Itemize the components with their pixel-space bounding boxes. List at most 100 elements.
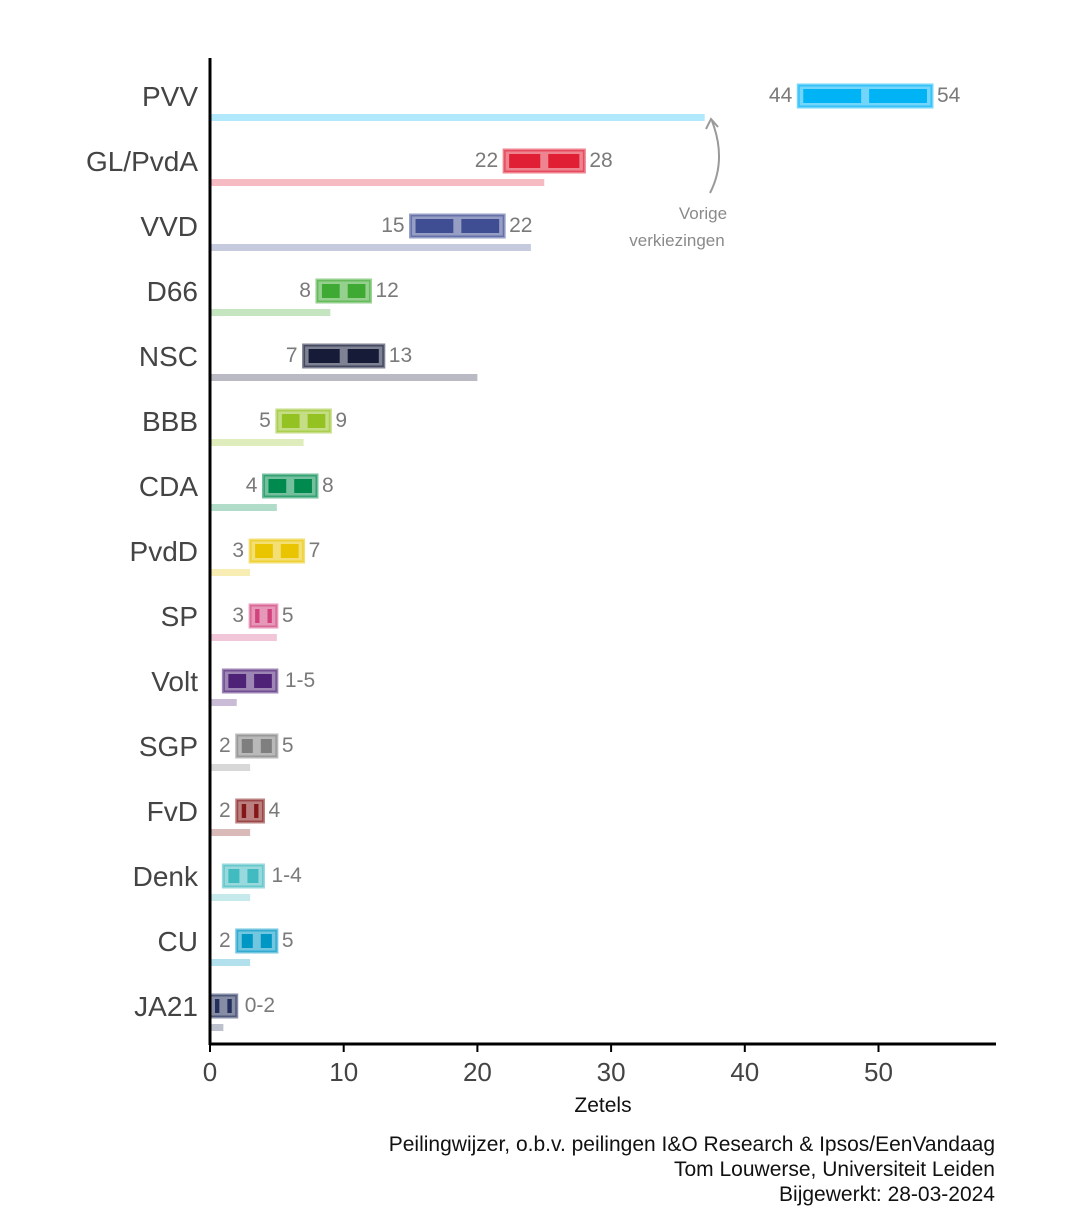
previous-election-bar xyxy=(210,504,277,511)
low-label: 15 xyxy=(381,214,404,237)
high-label: 7 xyxy=(309,539,321,562)
poll-range-bar xyxy=(208,993,239,1019)
poll-range-core-right xyxy=(461,219,500,233)
low-label: 4 xyxy=(246,474,258,497)
party-row-volt: Volt 1-5 xyxy=(151,666,315,706)
high-label: 22 xyxy=(509,214,532,237)
party-row-cda: CDA 4 8 xyxy=(139,471,334,511)
poll-range-bar xyxy=(248,603,279,629)
party-label: FvD xyxy=(147,796,198,827)
low-label: 7 xyxy=(286,344,298,367)
poll-range-core-left xyxy=(255,544,273,558)
party-row-d66: D66 8 12 xyxy=(147,276,399,316)
party-label: SP xyxy=(161,601,198,632)
poll-range-core-left xyxy=(415,219,454,233)
previous-election-bar xyxy=(210,569,251,576)
high-label: 54 xyxy=(937,84,961,107)
high-label: 12 xyxy=(375,279,398,302)
x-tick-label: 30 xyxy=(597,1057,626,1087)
poll-range-core-left xyxy=(241,934,253,948)
range-label: 0-2 xyxy=(245,994,275,1017)
previous-election-bar xyxy=(210,699,237,706)
poll-range-core-left xyxy=(803,89,862,103)
poll-range-core-right xyxy=(260,739,272,753)
party-row-gl-pvda: GL/PvdA 22 28 xyxy=(86,146,613,186)
high-label: 5 xyxy=(282,604,294,627)
party-row-sgp: SGP 2 5 xyxy=(139,731,294,771)
x-tick-label: 50 xyxy=(864,1057,893,1087)
range-label: 1-4 xyxy=(271,864,302,887)
poll-range-core-right xyxy=(869,89,927,103)
party-row-sp: SP 3 5 xyxy=(161,601,294,641)
low-label: 44 xyxy=(769,84,793,107)
low-label: 2 xyxy=(219,929,231,952)
party-row-denk: Denk 1-4 xyxy=(133,861,302,901)
party-label: VVD xyxy=(140,211,198,242)
previous-election-bar xyxy=(210,114,705,121)
annotation-line-2: verkiezingen xyxy=(629,231,724,250)
x-tick-label: 20 xyxy=(463,1057,492,1087)
poll-range-core-left xyxy=(268,479,287,493)
high-label: 4 xyxy=(268,799,280,822)
party-label: D66 xyxy=(147,276,198,307)
party-row-pvdd: PvdD 3 7 xyxy=(130,536,321,576)
low-label: 2 xyxy=(219,799,231,822)
party-row-bbb: BBB 5 9 xyxy=(142,406,347,446)
annotation-line-1: Vorige xyxy=(679,204,727,223)
previous-election-bar xyxy=(210,179,545,186)
high-label: 8 xyxy=(322,474,334,497)
poll-range-core-right xyxy=(280,544,299,558)
poll-range-core-right xyxy=(294,479,312,493)
low-label: 3 xyxy=(232,604,244,627)
poll-range-core-right xyxy=(254,674,272,688)
party-label: CDA xyxy=(139,471,198,502)
x-tick-label: 40 xyxy=(730,1057,759,1087)
poll-range-core-left xyxy=(228,869,240,883)
previous-election-bar xyxy=(210,439,304,446)
party-row-cu: CU 2 5 xyxy=(158,926,294,966)
poll-range-core-left xyxy=(255,609,260,623)
previous-election-bar xyxy=(210,764,251,771)
caption-source: Peilingwijzer, o.b.v. peilingen I&O Rese… xyxy=(388,1133,995,1156)
party-row-pvv: PVV 44 54 xyxy=(142,81,961,121)
previous-elections-annotation: Vorige verkiezingen xyxy=(629,117,727,250)
low-label: 8 xyxy=(299,279,311,302)
poll-range-core-right xyxy=(247,869,259,883)
low-label: 2 xyxy=(219,734,231,757)
high-label: 28 xyxy=(589,149,612,172)
poll-range-core-left xyxy=(308,349,340,363)
caption-updated: Bijgewerkt: 28-03-2024 xyxy=(779,1183,995,1206)
party-row-vvd: VVD 15 22 xyxy=(140,211,532,251)
x-axis-title: Zetels xyxy=(574,1094,631,1117)
high-label: 13 xyxy=(389,344,412,367)
annotation-arrow xyxy=(709,120,721,194)
low-label: 5 xyxy=(259,409,271,432)
previous-election-bar xyxy=(210,634,277,641)
annotation-arrowhead xyxy=(705,117,719,130)
party-label: CU xyxy=(158,926,198,957)
party-row-nsc: NSC 7 13 xyxy=(139,341,478,381)
high-label: 5 xyxy=(282,929,294,952)
range-label: 1-5 xyxy=(285,669,315,692)
party-row-ja21: JA21 0-2 xyxy=(134,991,275,1031)
low-label: 22 xyxy=(475,149,498,172)
poll-range-core-right xyxy=(347,284,366,298)
poll-range-core-right xyxy=(227,999,232,1013)
source-caption: Peilingwijzer, o.b.v. peilingen I&O Rese… xyxy=(389,1132,995,1207)
poll-range-core-right xyxy=(254,804,259,818)
low-label: 3 xyxy=(232,539,244,562)
previous-election-bar xyxy=(210,894,251,901)
poll-range-core-left xyxy=(228,674,247,688)
poll-range-core-right xyxy=(548,154,580,168)
poll-range-core-left xyxy=(215,999,220,1013)
previous-election-bar xyxy=(210,829,251,836)
party-label: Denk xyxy=(133,861,199,892)
poll-range-core-left xyxy=(509,154,541,168)
high-label: 5 xyxy=(282,734,294,757)
poll-range-bar xyxy=(235,798,265,824)
caption-author: Tom Louwerse, Universiteit Leiden xyxy=(674,1158,995,1181)
party-label: JA21 xyxy=(134,991,198,1022)
poll-range-core-left xyxy=(241,804,247,818)
poll-range-core-right xyxy=(267,609,272,623)
